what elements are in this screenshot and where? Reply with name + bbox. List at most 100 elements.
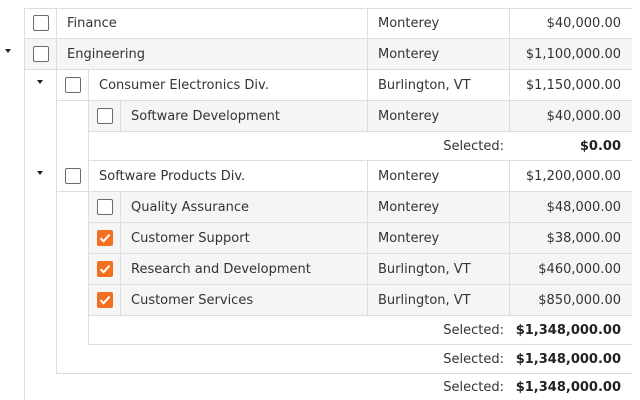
- column-divider: [120, 285, 121, 316]
- location-cell: Burlington, VT: [378, 293, 471, 308]
- checkmark-icon: [99, 295, 111, 305]
- column-divider: [120, 223, 121, 254]
- row-checkbox-software-products[interactable]: [65, 168, 81, 184]
- tree-indent-line: [24, 101, 25, 132]
- tree-indent-line: [24, 132, 25, 161]
- department-name: Consumer Electronics Div.: [99, 78, 269, 93]
- tree-indent-line: [56, 254, 57, 285]
- table-row[interactable]: Customer Services Burlington, VT $850,00…: [0, 285, 640, 316]
- tree-indent-line: [56, 285, 57, 316]
- budget-cell: $850,000.00: [538, 293, 621, 308]
- column-divider: [367, 285, 368, 316]
- location-cell: Monterey: [378, 231, 440, 246]
- location-cell: Monterey: [378, 109, 440, 124]
- row-background: [56, 161, 632, 192]
- row-checkbox-quality-assurance[interactable]: [97, 199, 113, 215]
- column-divider: [88, 161, 89, 192]
- row-background: [24, 8, 632, 39]
- row-checkbox-customer-support[interactable]: [97, 230, 113, 246]
- department-name: Research and Development: [131, 262, 311, 277]
- table-row[interactable]: Software Development Monterey $40,000.00: [0, 101, 640, 132]
- column-divider: [367, 39, 368, 70]
- row-checkbox-finance[interactable]: [33, 15, 49, 31]
- tree-indent-line: [24, 223, 25, 254]
- budget-cell: $38,000.00: [546, 231, 621, 246]
- checkmark-icon: [99, 233, 111, 243]
- group-summary-row: Selected: $1,348,000.00: [0, 345, 640, 374]
- collapse-toggle-icon[interactable]: [37, 171, 43, 175]
- row-background: [88, 101, 632, 132]
- row-checkbox-consumer-electronics[interactable]: [65, 77, 81, 93]
- table-row[interactable]: Software Products Div. Monterey $1,200,0…: [0, 161, 640, 192]
- table-row[interactable]: Engineering Monterey $1,100,000.00: [0, 39, 640, 70]
- selected-label: Selected:: [443, 139, 504, 154]
- tree-indent-line: [56, 132, 57, 161]
- row-background: [88, 285, 632, 316]
- column-divider: [367, 192, 368, 223]
- row-checkbox-research-development[interactable]: [97, 261, 113, 277]
- department-name: Software Development: [131, 109, 280, 124]
- column-divider: [509, 8, 510, 39]
- column-divider: [367, 101, 368, 132]
- department-name: Customer Support: [131, 231, 250, 246]
- selected-total: $1,348,000.00: [515, 323, 621, 338]
- row-background: [88, 132, 632, 161]
- budget-cell: $48,000.00: [546, 200, 621, 215]
- tree-indent-line: [24, 70, 25, 101]
- location-cell: Monterey: [378, 47, 440, 62]
- table-row[interactable]: Finance Monterey $40,000.00: [0, 8, 640, 39]
- column-divider: [120, 254, 121, 285]
- column-divider: [367, 70, 368, 101]
- table-row[interactable]: Customer Support Monterey $38,000.00: [0, 223, 640, 254]
- department-name: Finance: [67, 16, 117, 31]
- row-checkbox-software-development[interactable]: [97, 108, 113, 124]
- column-divider: [367, 8, 368, 39]
- tree-indent-line: [24, 254, 25, 285]
- tree-indent-line: [24, 161, 25, 192]
- tree-indent-line: [24, 285, 25, 316]
- tree-indent-line: [56, 101, 57, 132]
- column-divider: [367, 223, 368, 254]
- location-cell: Monterey: [378, 16, 440, 31]
- table-row[interactable]: Quality Assurance Monterey $48,000.00: [0, 192, 640, 223]
- column-divider: [509, 161, 510, 192]
- tree-indent-line: [24, 192, 25, 223]
- row-background: [56, 345, 632, 374]
- selected-total: $0.00: [579, 139, 621, 154]
- row-background: [88, 192, 632, 223]
- table-row[interactable]: Consumer Electronics Div. Burlington, VT…: [0, 70, 640, 101]
- location-cell: Burlington, VT: [378, 262, 471, 277]
- group-summary-row: Selected: $1,348,000.00: [0, 316, 640, 345]
- collapse-toggle-icon[interactable]: [37, 80, 43, 84]
- column-divider: [509, 70, 510, 101]
- tree-indent-line: [56, 192, 57, 223]
- column-divider: [367, 161, 368, 192]
- row-background: [88, 223, 632, 254]
- row-background: [24, 39, 632, 70]
- budget-cell: $1,200,000.00: [525, 169, 621, 184]
- budget-cell: $460,000.00: [538, 262, 621, 277]
- column-divider: [56, 39, 57, 70]
- budget-cell: $1,150,000.00: [525, 78, 621, 93]
- department-name: Quality Assurance: [131, 200, 249, 215]
- budget-cell: $40,000.00: [546, 16, 621, 31]
- row-background: [24, 374, 632, 400]
- column-divider: [509, 254, 510, 285]
- tree-indent-line: [24, 316, 25, 345]
- collapse-toggle-icon[interactable]: [5, 49, 11, 53]
- table-row[interactable]: Research and Development Burlington, VT …: [0, 254, 640, 285]
- selected-label: Selected:: [443, 379, 504, 395]
- location-cell: Burlington, VT: [378, 78, 471, 93]
- checkmark-icon: [99, 264, 111, 274]
- column-divider: [509, 223, 510, 254]
- tree-indent-line: [56, 223, 57, 254]
- grand-summary-row: Selected: $1,348,000.00: [0, 374, 640, 400]
- department-name: Customer Services: [131, 293, 254, 308]
- column-divider: [88, 70, 89, 101]
- column-divider: [509, 39, 510, 70]
- row-checkbox-customer-services[interactable]: [97, 292, 113, 308]
- budget-cell: $40,000.00: [546, 109, 621, 124]
- column-divider: [509, 285, 510, 316]
- row-checkbox-engineering[interactable]: [33, 46, 49, 62]
